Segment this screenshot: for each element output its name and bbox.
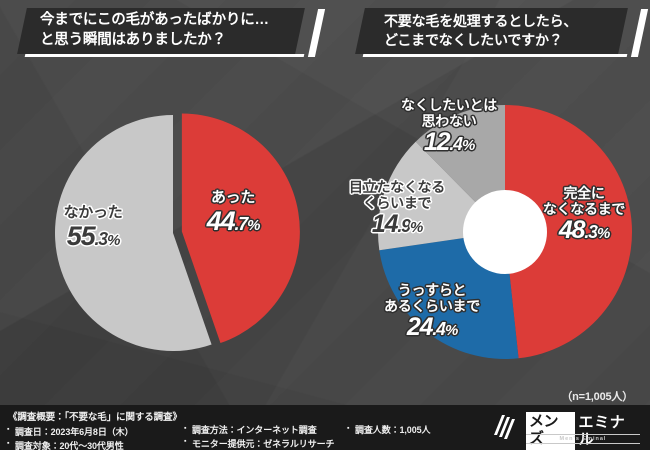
header-left-slash xyxy=(307,9,326,57)
footer-item-count: 調査人数：1,005人 xyxy=(347,424,431,438)
donut-slice-kanzen xyxy=(505,105,633,359)
logo-mark-icon xyxy=(494,415,515,439)
logo-rule-top xyxy=(526,434,640,435)
footer-column-count: 調査人数：1,005人 xyxy=(347,424,431,438)
logo-tagline: Men's Eminal xyxy=(559,435,607,442)
footer-column-method: 調査方法：インターネット調査 モニター提供元：ゼネラルリサーチ xyxy=(184,424,335,450)
footer-column-overview: 《調査概要：「不要な毛」に関する調査》 調査日：2023年6月8日（木） 調査対… xyxy=(7,411,182,450)
pie-chart-left-svg xyxy=(54,113,300,351)
donut-center-hole xyxy=(463,190,547,274)
header-right-text: 不要な毛を処理するとしたら、 どこまでなくしたいですか？ xyxy=(384,8,619,54)
footer-overview-title: 《調査概要：「不要な毛」に関する調査》 xyxy=(8,412,182,423)
sample-size-note: （n=1,005人） xyxy=(561,391,633,403)
brand-logo: メンズ エミナル Men's Eminal xyxy=(492,410,640,450)
header-right-line2: どこまでなくしたいですか？ xyxy=(384,32,563,48)
header-left-line2: と思う瞬間はありましたか？ xyxy=(40,32,226,48)
header-right: 不要な毛を処理するとしたら、 どこまでなくしたいですか？ xyxy=(355,8,649,58)
header-right-underline xyxy=(362,54,628,57)
footer-item-method: 調査方法：インターネット調査 xyxy=(184,424,334,438)
header-right-line1: 不要な毛を処理するとしたら、 xyxy=(384,13,578,30)
header-left-underline xyxy=(24,54,305,57)
footer-item-provider: モニター提供元：ゼネラルリサーチ xyxy=(184,437,335,450)
footer-item-date: 調査日：2023年6月8日（木） xyxy=(7,425,182,440)
donut-chart-right-svg xyxy=(378,105,633,359)
pie-slice-nakatta xyxy=(54,115,212,351)
pie-chart-left xyxy=(54,105,305,360)
header-left-line1: 今までにこの毛があったばかりに… xyxy=(40,12,269,29)
header-left-text: 今までにこの毛があったばかりに… と思う瞬間はありましたか？ xyxy=(40,8,296,54)
header-right-slash xyxy=(630,9,649,57)
footer-bar: 《調査概要：「不要な毛」に関する調査》 調査日：2023年6月8日（木） 調査対… xyxy=(0,405,650,450)
header-left: 今までにこの毛があったばかりに… と思う瞬間はありましたか？ xyxy=(17,8,326,58)
logo-rule-bottom xyxy=(526,443,640,444)
footer-item-target: 調査対象：20代〜30代男性 xyxy=(7,439,182,450)
logo-tagline-wrap: Men's Eminal xyxy=(526,434,640,444)
pie-slice-atta xyxy=(181,113,300,344)
donut-chart-right xyxy=(378,103,633,361)
